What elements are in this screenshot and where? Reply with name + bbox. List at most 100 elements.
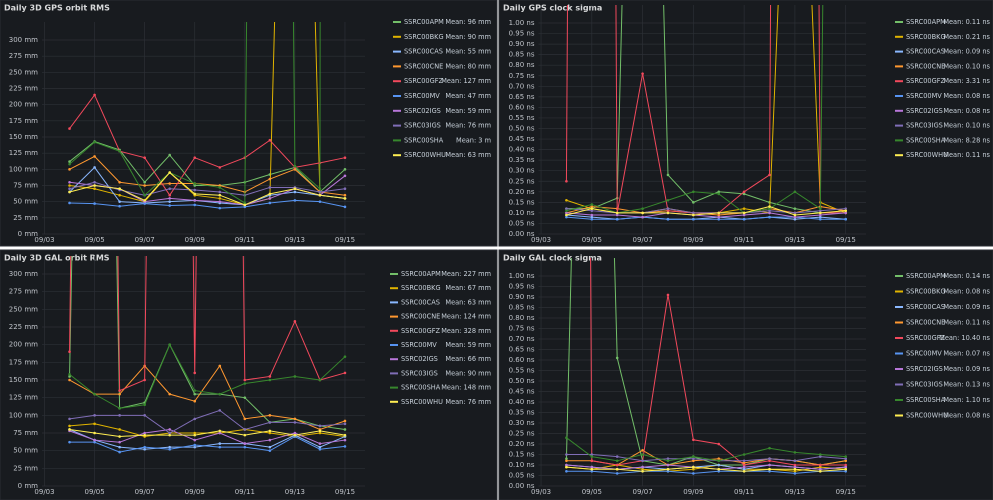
point xyxy=(666,209,670,213)
panel: Daily GAL clock sigma 0.00 ns 0.05 ns 0.10 … xyxy=(498,249,993,500)
point xyxy=(343,156,347,159)
point xyxy=(343,422,347,426)
point xyxy=(168,433,171,437)
point xyxy=(143,431,146,435)
point xyxy=(742,192,746,196)
y-tick-label: 0.70 ns xyxy=(509,335,535,343)
x-tick-label: 09/09 xyxy=(683,488,703,496)
point xyxy=(168,445,171,449)
point xyxy=(641,467,644,471)
point xyxy=(268,177,272,181)
point xyxy=(243,417,247,421)
y-tick-label: 50 mm xyxy=(13,447,38,455)
legend-mean: Mean: 127 mm xyxy=(441,77,491,85)
point xyxy=(717,215,721,219)
point xyxy=(615,467,619,471)
point xyxy=(565,179,568,183)
point xyxy=(268,375,272,378)
point xyxy=(68,168,71,171)
point xyxy=(193,182,197,185)
point xyxy=(93,431,96,435)
series-line xyxy=(566,212,846,218)
legend-mean: Mean: 227 mm xyxy=(441,270,491,278)
point xyxy=(641,465,644,469)
point xyxy=(243,442,247,445)
point xyxy=(343,433,347,437)
y-tick-label: 0.40 ns xyxy=(509,398,535,406)
point xyxy=(193,371,197,375)
point xyxy=(268,421,272,424)
point xyxy=(615,455,619,458)
y-tick-label: 0.75 ns xyxy=(509,72,535,80)
y-tick-label: 0.10 ns xyxy=(509,461,535,469)
legend-label: SSRC00GFZ xyxy=(906,77,946,85)
point xyxy=(615,217,619,221)
point xyxy=(318,378,322,382)
point xyxy=(293,431,297,435)
point xyxy=(143,447,146,451)
point xyxy=(293,168,297,171)
panel-title: Daily 3D GAL orbit RMS xyxy=(4,254,110,263)
point xyxy=(293,187,297,191)
point xyxy=(193,445,197,449)
x-tick-label: 09/03 xyxy=(34,488,54,496)
x-tick-label: 09/11 xyxy=(734,488,754,496)
y-tick-label: 125 mm xyxy=(9,394,38,402)
point xyxy=(793,463,797,467)
point xyxy=(318,445,322,449)
point xyxy=(118,200,121,203)
point xyxy=(143,445,146,449)
y-tick-label: 0.50 ns xyxy=(509,125,535,133)
y-tick-label: 0.80 ns xyxy=(509,61,535,69)
point xyxy=(193,203,197,207)
y-tick-label: 75 mm xyxy=(13,182,38,190)
point xyxy=(692,213,695,217)
point xyxy=(641,470,644,473)
legend-mean: Mean: 59 mm xyxy=(445,341,491,349)
point xyxy=(243,428,247,431)
point xyxy=(268,414,272,417)
x-tick-label: 09/07 xyxy=(632,236,652,244)
point xyxy=(93,392,96,396)
point xyxy=(268,138,272,142)
legend-mean: Mean: 0.08 ns xyxy=(943,412,990,420)
point xyxy=(819,463,822,467)
legend-mean: Mean: 90 mm xyxy=(445,33,491,41)
y-tick-label: 225 mm xyxy=(9,323,38,331)
point xyxy=(193,417,197,421)
point xyxy=(742,465,746,469)
point xyxy=(343,438,347,442)
point xyxy=(68,378,71,382)
y-tick-label: 175 mm xyxy=(9,117,38,125)
point xyxy=(793,190,797,194)
point xyxy=(742,217,746,221)
point xyxy=(793,472,797,475)
x-tick-label: 09/15 xyxy=(836,236,856,244)
y-tick-label: 1.00 ns xyxy=(509,272,535,280)
point xyxy=(768,207,771,210)
point xyxy=(218,445,222,449)
legend-mean: Mean: 90 mm xyxy=(445,369,491,377)
point xyxy=(641,215,644,219)
legend-mean: Mean: 96 mm xyxy=(445,18,491,26)
point xyxy=(742,213,746,217)
point xyxy=(590,453,594,456)
legend-mean: Mean: 0.21 ns xyxy=(943,33,990,41)
point xyxy=(819,455,822,458)
y-tick-label: 275 mm xyxy=(9,52,38,60)
point xyxy=(343,187,347,191)
point xyxy=(168,200,171,203)
point xyxy=(615,211,619,215)
y-tick-label: 200 mm xyxy=(9,341,38,349)
point xyxy=(93,414,96,417)
point xyxy=(692,190,695,194)
point xyxy=(68,184,71,187)
y-tick-label: 0.10 ns xyxy=(509,209,535,217)
point xyxy=(268,192,272,196)
y-tick-label: 0.50 ns xyxy=(509,377,535,385)
x-tick-label: 09/03 xyxy=(531,236,551,244)
point xyxy=(93,166,96,169)
y-tick-label: 0.90 ns xyxy=(509,40,535,48)
x-tick-label: 09/05 xyxy=(582,488,602,496)
point xyxy=(343,168,347,171)
